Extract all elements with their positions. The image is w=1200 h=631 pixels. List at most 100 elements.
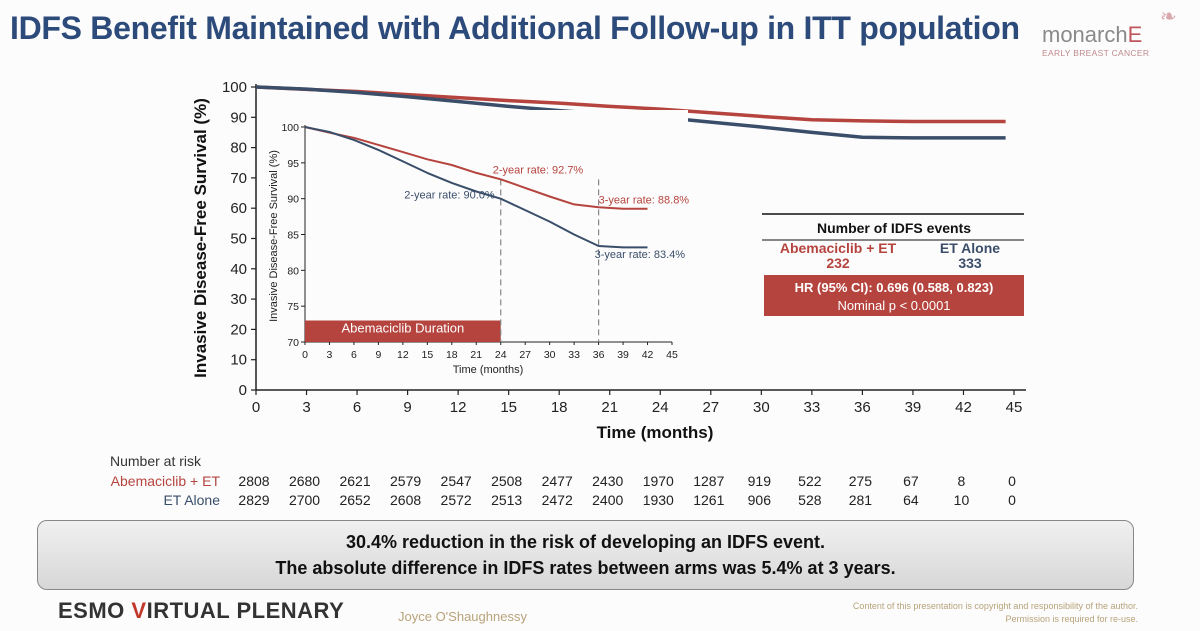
inset-x-tick-label: 36 <box>593 349 605 361</box>
inset-y-tick-label: 80 <box>287 265 299 277</box>
duration-label: Abemaciclib Duration <box>341 321 464 336</box>
inset-x-tick-label: 42 <box>642 349 654 361</box>
inset-x-tick-label: 39 <box>617 349 629 361</box>
risk-value: 2547 <box>440 473 472 489</box>
inset-y-tick-label: 95 <box>287 158 299 170</box>
risk-value: 275 <box>848 473 873 489</box>
risk-value: 281 <box>848 492 873 508</box>
y-tick-label: 60 <box>230 200 247 217</box>
butterfly-icon: ❧ <box>1160 6 1177 28</box>
x-tick-label: 45 <box>1006 399 1023 416</box>
banner-line-2: The absolute difference in IDFS rates be… <box>275 558 896 578</box>
x-tick-label: 12 <box>450 399 467 416</box>
risk-value: 2680 <box>288 473 321 489</box>
risk-value: 1287 <box>693 473 725 489</box>
x-tick-label: 39 <box>905 399 922 416</box>
risk-value: 2608 <box>390 492 422 508</box>
inset-x-tick-label: 15 <box>421 349 433 361</box>
y-tick-label: 80 <box>230 140 247 157</box>
inset-rate-annotation: 2-year rate: 92.7% <box>493 164 584 176</box>
inset-x-tick-label: 45 <box>666 349 678 361</box>
x-tick-label: 24 <box>652 399 669 416</box>
inset-series-line <box>304 126 648 210</box>
risk-value: 522 <box>798 473 822 489</box>
inset-rate-annotation: 3-year rate: 88.8% <box>599 194 690 206</box>
events-arm2-value: 333 <box>958 255 982 271</box>
copyright-notice: Content of this presentation is copyrigh… <box>852 601 1138 624</box>
risk-value: 2621 <box>339 473 371 489</box>
risk-value: 1930 <box>642 492 674 508</box>
risk-value: 2652 <box>339 492 371 508</box>
y-tick-label: 90 <box>230 109 247 126</box>
events-arm1-value: 232 <box>826 255 850 271</box>
inset-rate-annotation: 2-year rate: 90.0% <box>404 190 495 202</box>
x-tick-label: 0 <box>252 399 260 416</box>
y-axis-label: Invasive Disease-Free Survival (%) <box>191 98 210 378</box>
risk-value: 2477 <box>541 473 573 489</box>
esmo-footer-logo: ESMO VIRTUAL PLENARY <box>58 598 345 623</box>
x-tick-label: 3 <box>302 399 310 416</box>
inset-x-tick-label: 24 <box>495 349 507 361</box>
risk-value: 2508 <box>491 473 523 489</box>
risk-value: 1970 <box>642 473 674 489</box>
hr-box <box>764 275 1024 316</box>
x-tick-label: 27 <box>702 399 719 416</box>
x-axis-label: Time (months) <box>597 423 714 442</box>
risk-value: 64 <box>903 492 919 508</box>
abemaciclib-duration-bar <box>305 320 501 342</box>
inset-x-tick-label: 30 <box>544 349 556 361</box>
inset-y-axis-label: Invasive Disease-Free Survival (%) <box>268 150 280 322</box>
events-box: Number of IDFS events Abemaciclib + ET 2… <box>762 213 1024 316</box>
risk-value: 906 <box>747 492 772 508</box>
risk-value: 919 <box>747 473 772 489</box>
y-tick-label: 30 <box>230 291 247 308</box>
x-tick-label: 18 <box>551 399 568 416</box>
y-tick-label: 10 <box>230 352 247 369</box>
x-tick-label: 36 <box>854 399 871 416</box>
risk-value: 2808 <box>238 473 270 489</box>
monarche-logo: monarchE ❧ EARLY BREAST CANCER <box>1042 6 1192 62</box>
inset-x-tick-label: 18 <box>446 349 458 361</box>
inset-x-tick-label: 0 <box>302 349 308 361</box>
risk-value: 1261 <box>693 492 725 508</box>
risk-row-label: Abemaciclib + ET <box>110 473 220 489</box>
inset-x-axis-label: Time (months) <box>453 364 524 376</box>
y-tick-label: 100 <box>222 79 247 96</box>
slide-title: IDFS Benefit Maintained with Additional … <box>10 10 1020 46</box>
risk-value: 2572 <box>440 492 472 508</box>
inset-y-tick-label: 85 <box>287 230 299 242</box>
risk-value: 2472 <box>541 492 573 508</box>
risk-value: 2400 <box>592 492 624 508</box>
y-tick-label: 20 <box>230 321 247 338</box>
risk-value: 0 <box>1008 492 1016 508</box>
hr-text: HR (95% CI): 0.696 (0.588, 0.823) <box>795 280 994 295</box>
risk-value: 10 <box>953 492 970 508</box>
x-tick-label: 42 <box>955 399 972 416</box>
inset-x-tick-label: 27 <box>519 349 531 361</box>
inset-x-tick-label: 9 <box>375 349 381 361</box>
risk-value: 8 <box>957 473 966 489</box>
events-arm1-label: Abemaciclib + ET <box>780 240 897 256</box>
inset-x-tick-label: 21 <box>470 349 482 361</box>
x-tick-label: 33 <box>804 399 821 416</box>
inset-x-tick-label: 6 <box>351 349 357 361</box>
events-arm2-label: ET Alone <box>940 240 1000 256</box>
risk-table-title: Number at risk <box>110 453 202 469</box>
logo-subtitle: EARLY BREAST CANCER <box>1042 48 1150 58</box>
inset-series-line <box>304 126 648 249</box>
risk-value: 2579 <box>390 473 422 489</box>
risk-row-label: ET Alone <box>163 492 220 508</box>
risk-value: 0 <box>1008 473 1016 489</box>
inset-y-tick-label: 75 <box>287 301 299 313</box>
risk-value: 2700 <box>288 492 321 508</box>
p-value-text: Nominal p < 0.0001 <box>837 298 950 313</box>
summary-banner: 30.4% reduction in the risk of developin… <box>37 520 1134 590</box>
inset-x-tick-label: 33 <box>568 349 580 361</box>
risk-value: 2829 <box>238 492 270 508</box>
inset-y-tick-label: 90 <box>287 194 299 206</box>
y-tick-label: 40 <box>230 261 247 278</box>
risk-value: 528 <box>798 492 822 508</box>
risk-value: 67 <box>903 473 919 489</box>
